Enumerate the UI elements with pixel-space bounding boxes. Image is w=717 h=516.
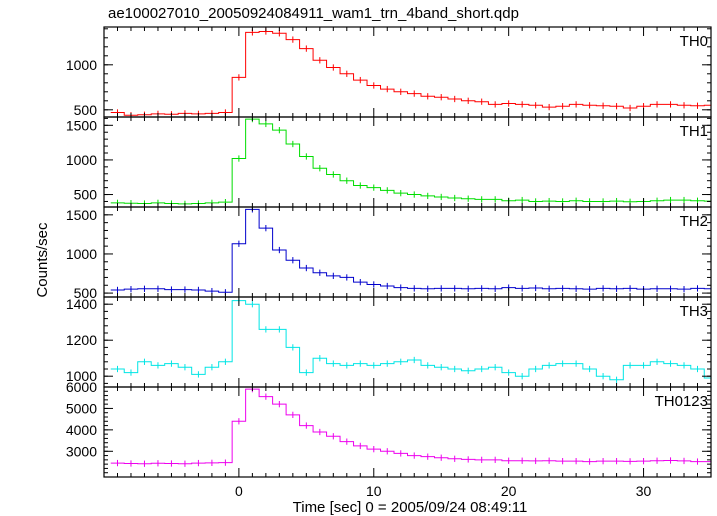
panel-label: TH0123 bbox=[655, 393, 708, 410]
y-tick-label: 1000 bbox=[66, 368, 97, 384]
panel-th2: 500 1000 1500 TH2 bbox=[66, 206, 712, 301]
y-tick-label: 1500 bbox=[66, 207, 97, 223]
x-tick-label: 20 bbox=[501, 483, 517, 499]
y-tick-label: 500 bbox=[74, 187, 98, 203]
series-th1 bbox=[110, 117, 711, 207]
y-tick-label: 500 bbox=[74, 285, 98, 301]
y-tick-label: 1500 bbox=[66, 117, 97, 133]
y-tick-label: 1200 bbox=[66, 332, 97, 348]
y-tick-label: 1400 bbox=[66, 296, 97, 312]
panel-label: TH0 bbox=[680, 33, 708, 50]
x-tick-label: 10 bbox=[366, 483, 382, 499]
panel-frame bbox=[103, 26, 712, 118]
x-axis-label: Time [sec] 0 = 2005/09/24 08:49:11 bbox=[293, 499, 528, 516]
panel-frame bbox=[103, 296, 712, 388]
y-tick-label: 500 bbox=[74, 102, 98, 118]
step-line-th1 bbox=[110, 118, 711, 205]
panel-frame bbox=[103, 206, 712, 298]
series-th0123 bbox=[110, 387, 711, 467]
panel-label: TH2 bbox=[680, 213, 708, 230]
panel-th1: 500 1000 1500 TH1 bbox=[66, 116, 712, 208]
series-th2 bbox=[110, 207, 711, 296]
y-tick-label: 1000 bbox=[66, 152, 97, 168]
step-line-th0 bbox=[110, 31, 711, 116]
step-line-th3 bbox=[110, 300, 711, 381]
y-tick-label: 1000 bbox=[66, 57, 97, 73]
panel-frame bbox=[103, 386, 712, 478]
x-tick-label: 30 bbox=[636, 483, 652, 499]
step-line-th2 bbox=[110, 208, 711, 293]
y-tick-label: 4000 bbox=[66, 422, 97, 438]
step-line-th0123 bbox=[110, 388, 711, 465]
y-tick-label: 1000 bbox=[66, 246, 97, 262]
y-axis-label: Counts/sec bbox=[34, 222, 51, 298]
chart-panels: 500 1000 TH0 500 1000 1500 TH1 500 1000 1500 TH2 10… bbox=[66, 26, 712, 499]
chart-title: ae100027010_20050924084911_wam1_trn_4ban… bbox=[108, 5, 519, 22]
panel-label: TH3 bbox=[680, 303, 708, 320]
y-tick-label: 3000 bbox=[66, 443, 97, 459]
y-tick-label: 6000 bbox=[66, 379, 97, 395]
series-th3 bbox=[110, 297, 711, 383]
y-tick-label: 5000 bbox=[66, 400, 97, 416]
panel-th0123: 3000 4000 5000 6000 TH0123 0 10 20 30 bbox=[66, 379, 712, 499]
series-th0 bbox=[110, 28, 711, 117]
panel-th0: 500 1000 TH0 bbox=[66, 26, 712, 118]
panel-th3: 1000 1200 1400 TH3 bbox=[66, 296, 712, 388]
x-tick-label: 0 bbox=[235, 483, 243, 499]
panel-label: TH1 bbox=[680, 123, 708, 140]
